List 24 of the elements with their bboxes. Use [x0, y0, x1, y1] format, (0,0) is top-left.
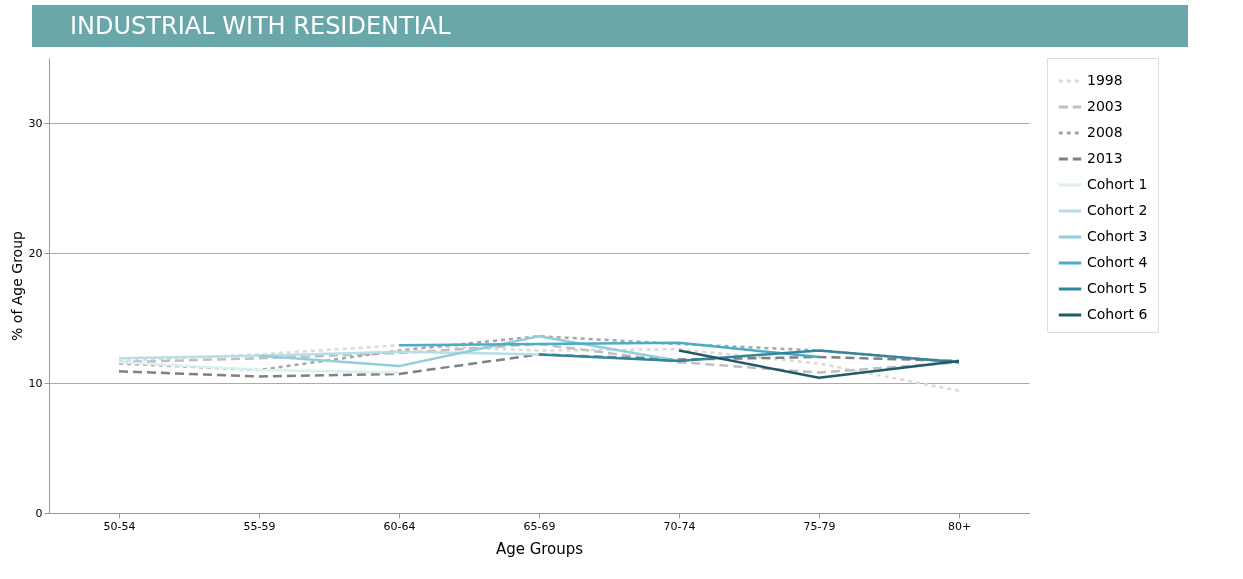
chart-title: INDUSTRIAL WITH RESIDENTIAL — [32, 5, 1188, 47]
x-tick-label: 80+ — [947, 519, 972, 533]
y-tick-label: 10 — [28, 376, 43, 390]
x-tick-label: 65-69 — [523, 519, 556, 533]
x-tick-label: 60-64 — [383, 519, 416, 533]
y-tick-label: 30 — [28, 116, 43, 130]
legend-label: 2003 — [1087, 98, 1123, 114]
y-axis-title: % of Age Group — [8, 230, 25, 341]
legend-label: Cohort 2 — [1087, 202, 1148, 218]
x-tick-label: 75-79 — [803, 519, 836, 533]
legend-label: 2013 — [1087, 150, 1123, 166]
x-tick-label: 55-59 — [243, 519, 276, 533]
legend-label: 1998 — [1087, 72, 1123, 88]
x-tick-label: 50-54 — [103, 519, 136, 533]
x-tick-label: 70-74 — [663, 519, 696, 533]
legend-label: Cohort 5 — [1087, 280, 1148, 296]
legend-label: Cohort 4 — [1087, 254, 1148, 270]
x-axis-title: Age Groups — [495, 539, 584, 558]
legend-label: Cohort 1 — [1087, 176, 1148, 192]
legend-label: 2008 — [1087, 124, 1123, 140]
legend-label: Cohort 3 — [1087, 228, 1148, 244]
legend-label: Cohort 6 — [1087, 306, 1148, 322]
y-tick-label: 20 — [28, 246, 43, 260]
y-tick-label: 0 — [35, 506, 43, 520]
